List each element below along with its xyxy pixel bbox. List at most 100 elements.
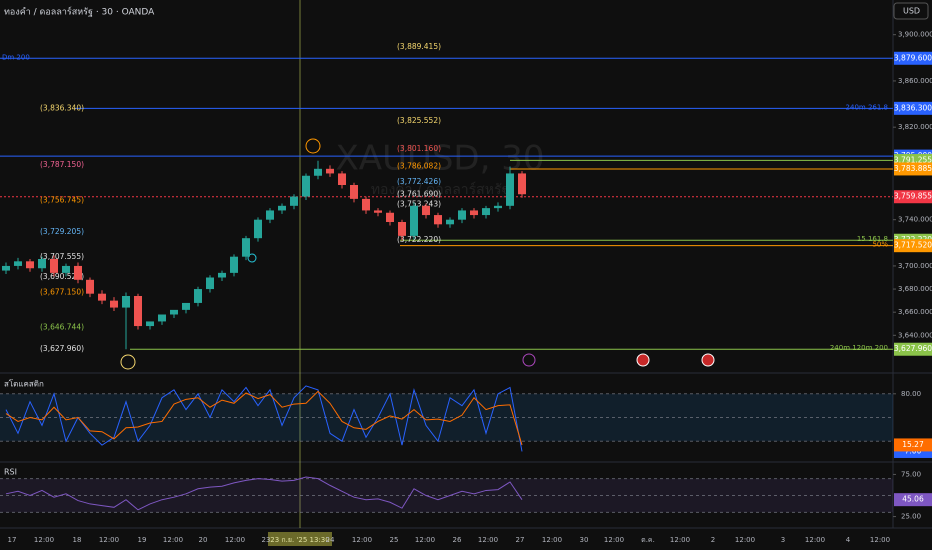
level-tag: 240m 120m 200 xyxy=(830,344,888,352)
symbol-title: ทองคำ / ดอลลาร์สหรัฐ · 30 · OANDA xyxy=(4,6,155,18)
x-tick-label: 18 xyxy=(73,536,82,544)
price-annotation: (3,722.220) xyxy=(397,235,441,244)
price-label-bg xyxy=(894,101,932,115)
candle-body xyxy=(362,198,370,211)
candle-body xyxy=(206,277,214,290)
event-icon[interactable] xyxy=(701,353,715,367)
price-label: 3,627.960 xyxy=(894,344,932,353)
candle-body xyxy=(26,261,34,269)
price-label-bg xyxy=(894,239,932,253)
candle-body xyxy=(134,296,142,327)
candle-body xyxy=(2,265,10,271)
candle-body xyxy=(326,168,334,174)
candle-body xyxy=(422,205,430,216)
currency-label[interactable]: USD xyxy=(903,7,920,16)
price-label: 3,791.255 xyxy=(894,155,932,164)
watermark-sub: ทองคำ / ดอลลาร์สหรัฐ xyxy=(371,181,509,198)
x-tick-label: 12:00 xyxy=(542,536,562,544)
candle-body xyxy=(266,210,274,220)
price-annotation: (3,801.160) xyxy=(397,144,441,153)
x-tick-label: 4 xyxy=(846,536,851,544)
candle-body xyxy=(38,259,46,269)
candle-body xyxy=(230,256,238,273)
price-label: 3,759.855 xyxy=(894,192,932,201)
x-tick-label: 23 xyxy=(262,536,271,544)
last-value-label: 15.27 xyxy=(902,440,924,449)
price-annotation: (3,729.205) xyxy=(40,227,84,236)
candle-body xyxy=(398,222,406,236)
pane-title: RSI xyxy=(4,468,17,477)
x-tick-label: ต.ค. xyxy=(641,536,655,544)
level-tag: 50% xyxy=(872,241,888,249)
event-marker[interactable] xyxy=(247,253,257,263)
y-tick-label: 25.00 xyxy=(901,513,921,521)
y-tick-label: 3,900.000 xyxy=(898,31,932,39)
candle-body xyxy=(158,314,166,322)
candle-body xyxy=(182,302,190,310)
currency-button[interactable] xyxy=(893,2,929,20)
x-tick-label: 20 xyxy=(199,536,208,544)
x-tick-label: 24 xyxy=(326,536,335,544)
x-tick-label: 19 xyxy=(138,536,147,544)
price-annotation: (3,836.340) xyxy=(40,103,84,112)
event-icon[interactable] xyxy=(522,353,536,367)
indicator-line xyxy=(5,476,523,511)
x-tick-label: 12:00 xyxy=(415,536,435,544)
candle-body xyxy=(98,293,106,301)
candle-body xyxy=(458,210,466,220)
price-annotation: (3,627.960) xyxy=(40,344,84,353)
y-tick-label: 3,640.000 xyxy=(898,331,932,339)
last-value-label-bg xyxy=(894,438,932,452)
candle-body xyxy=(218,272,226,278)
candle-body xyxy=(446,219,454,225)
x-tick-label: 3 xyxy=(781,536,785,544)
candle-body xyxy=(74,265,82,280)
x-tick-label: 12:00 xyxy=(670,536,690,544)
crosshair-label: 23 ก.ย. '25 13:30 xyxy=(270,536,329,544)
y-tick-label: 3,820.000 xyxy=(898,123,932,131)
x-tick-label: 25 xyxy=(390,536,399,544)
event-icon[interactable] xyxy=(636,353,650,367)
price-annotation: (3,787.150) xyxy=(40,160,84,169)
price-annotation: (3,786.082) xyxy=(397,161,441,170)
price-annotation: (3,753.243) xyxy=(397,199,441,208)
candle-body xyxy=(470,210,478,216)
x-tick-label: 27 xyxy=(516,536,525,544)
event-marker[interactable] xyxy=(120,354,136,370)
x-tick-label: 12:00 xyxy=(163,536,183,544)
price-label: 3,836.300 xyxy=(894,103,932,112)
y-tick-label: 3,860.000 xyxy=(898,77,932,85)
candle-body xyxy=(170,309,178,315)
y-tick-label: 3,680.000 xyxy=(898,285,932,293)
price-label-bg xyxy=(894,190,932,204)
price-label-bg xyxy=(894,162,932,176)
x-tick-label: 26 xyxy=(453,536,462,544)
candle-body xyxy=(110,300,118,308)
level-tag: 240m 261.8 xyxy=(846,103,888,111)
candle-body xyxy=(314,168,322,176)
x-tick-label: 12:00 xyxy=(805,536,825,544)
last-value-label-bg xyxy=(894,493,932,507)
price-annotation: (3,772.426) xyxy=(397,177,441,186)
candle-body xyxy=(482,208,490,216)
price-label-bg xyxy=(894,342,932,356)
candle-body xyxy=(86,279,94,294)
price-annotation: (3,677.150) xyxy=(40,287,84,296)
candle-body xyxy=(242,238,250,257)
candle-body xyxy=(350,185,358,199)
event-marker[interactable] xyxy=(305,138,321,154)
candle-body xyxy=(302,175,310,197)
price-annotation: (3,889.415) xyxy=(397,42,441,51)
x-tick-label: 12:00 xyxy=(99,536,119,544)
x-tick-label: 12:00 xyxy=(604,536,624,544)
x-tick-label: 12:00 xyxy=(34,536,54,544)
price-label-bg xyxy=(894,51,932,65)
price-annotation: (3,761.690) xyxy=(397,190,441,199)
x-tick-label: 2 xyxy=(711,536,715,544)
last-value-label: 45.06 xyxy=(902,495,924,504)
price-label: 3,783.885 xyxy=(894,164,932,173)
pane-title: สโตแคสติก xyxy=(4,379,44,389)
candle-body xyxy=(50,259,58,273)
